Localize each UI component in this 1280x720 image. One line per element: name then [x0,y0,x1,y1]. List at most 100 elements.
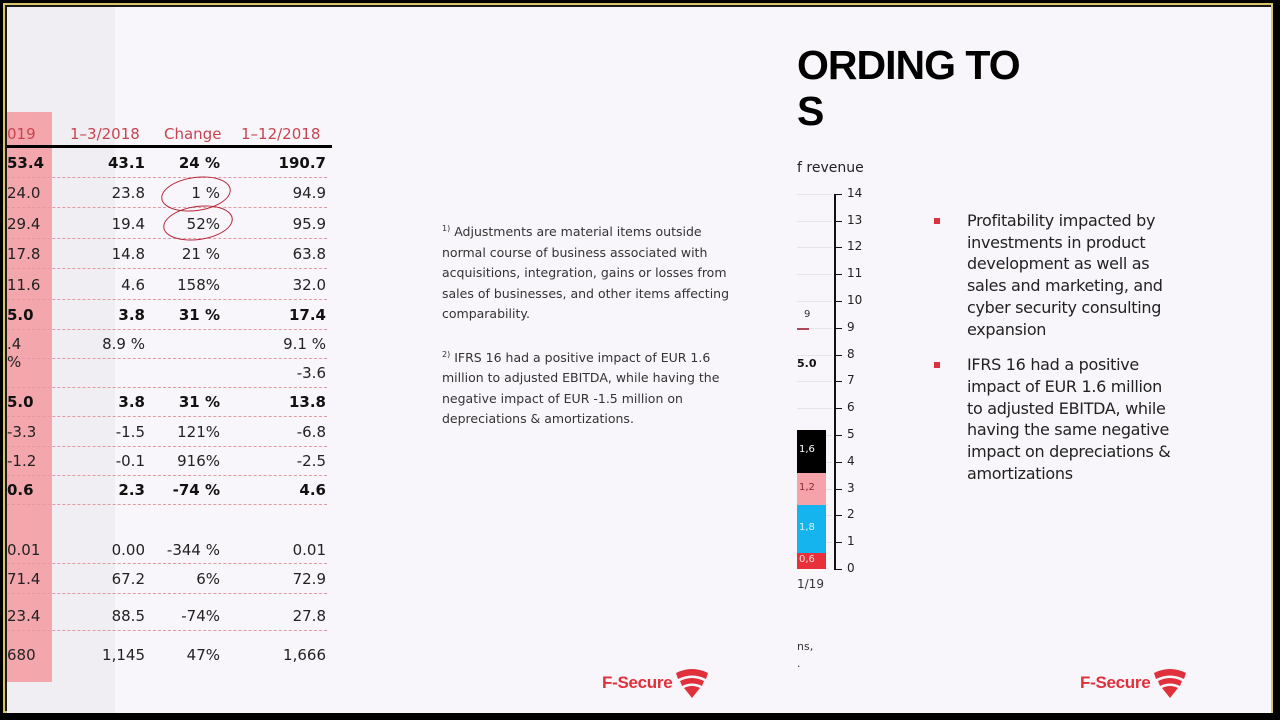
table-cell: 6% [196,570,220,588]
table-cell: 4.6 [121,276,145,294]
y-tick-label: 6 [847,400,855,414]
fsecure-logo-left: F-Secure [602,667,710,699]
table-cell: 2.3 [118,481,145,499]
table-cell: 67.2 [111,570,145,588]
y-tick [834,435,842,436]
table-cell: 0.01 [292,541,326,559]
y-tick-label: 14 [847,186,863,200]
y-tick-label: 3 [847,481,855,495]
table-cell: 29.4 [7,215,41,233]
bullet-square-icon [934,218,940,224]
table-cell: 5.0 [7,393,34,411]
bar-segment-black: 1,6 [797,429,826,473]
table-cell: 32.0 [292,276,326,294]
y-tick [834,489,842,490]
y-tick [834,355,842,356]
y-tick-label: 8 [847,347,855,361]
table-row: 29.4 19.4 52% 95.9 [7,209,327,239]
header-change: Change [164,125,222,143]
y-tick-label: 5 [847,427,855,441]
table-cell: 71.4 [7,570,41,588]
marker-label: 9 [804,309,811,320]
table-cell: 13.8 [288,393,326,411]
segment-label: 1,8 [799,521,815,533]
y-tick [834,381,842,382]
table-row: 0.6 2.3 -74 % 4.6 [7,475,327,505]
table-cell: 23.4 [7,607,41,625]
gridline [797,221,832,222]
marker-line [797,328,809,330]
table-cell: -1.5 [115,423,145,441]
bullet-text-2: IFRS 16 had a positive impact of EUR 1.6… [967,355,1171,483]
y-tick-label: 11 [847,266,863,280]
table-cell: -0.1 [115,452,145,470]
table-cell: 3.8 [118,306,145,324]
table-cell: -3.6 [296,364,326,382]
table-row: 23.4 88.5 -74% 27.8 [7,601,327,631]
table-cell: 47% [186,646,220,664]
bullet-text-1: Profitability impacted by investments in… [967,211,1163,339]
table-cell: 1,666 [283,646,326,664]
y-tick-label: 0 [847,561,855,575]
table-cell: 95.9 [292,215,326,233]
table-cell: 52% [186,215,220,233]
table-cell: 14.8 [111,245,145,263]
footnote-2-text: IFRS 16 had a positive impact of EUR 1.6… [442,349,720,427]
table-header: 019 1–3/2018 Change 1–12/2018 [7,115,332,153]
slide-title-line-2: S [797,88,824,134]
table-cell: 21 % [181,245,220,263]
bullet-square-icon [934,362,940,369]
table-cell: -2.5 [296,452,326,470]
table-cell: 190.7 [278,154,326,172]
table-cell: 0.6 [7,481,34,499]
table-cell: 4.6 [299,481,326,499]
gridline [797,408,832,409]
table-cell: 121% [177,423,220,441]
y-tick-label: 2 [847,507,855,521]
table-row: 5.0 3.8 31 % 13.8 [7,387,327,417]
table-cell: 24 % [178,154,220,172]
gridline [797,301,832,302]
table-cell: -74% [181,607,220,625]
bullet-item-1: Profitability impacted by investments in… [932,210,1182,340]
y-tick-label: 9 [847,320,855,334]
fsecure-shield-icon [1154,669,1187,698]
table-cell: 72.9 [292,570,326,588]
gridline [797,328,832,329]
y-tick [834,301,842,302]
table-row: 53.4 43.1 24 % 190.7 [7,148,327,178]
segment-label: 0,6 [799,553,815,565]
y-tick [834,462,842,463]
table-cell: -74 % [172,481,220,499]
chart-subtitle: f revenue [797,160,864,176]
brand-wordmark: F-Secure [602,673,673,692]
footnotes: 1) Adjustments are material items outsid… [442,219,732,450]
table-cell: 43.1 [107,154,145,172]
gridline [797,381,832,382]
table-cell: -3.3 [7,423,37,441]
table-cell: 19.4 [111,215,145,233]
table-row: 24.0 23.8 1 % 94.9 [7,178,327,208]
footnote-1-marker: 1) [442,224,451,233]
table-cell: 916% [177,452,220,470]
footnote-1: 1) Adjustments are material items outsid… [442,219,732,325]
y-tick [834,542,842,543]
y-tick [834,221,842,222]
y-tick [834,328,842,329]
table-cell: 24.0 [7,184,41,202]
table-cell: 27.8 [292,607,326,625]
footnote-2-marker: 2) [442,349,451,359]
header-fy-2018: 1–12/2018 [241,125,321,143]
y-tick [834,569,842,570]
table-cell: 31 % [178,393,220,411]
financial-table: 019 1–3/2018 Change 1–12/2018 [7,115,332,153]
header-rule [7,145,332,148]
table-row: 11.6 4.6 158% 32.0 [7,270,327,300]
table-row: -3.6 [7,358,327,388]
table-row: 17.8 14.8 21 % 63.8 [7,239,327,269]
bar-segment-red: 0,6 [797,552,826,569]
table-row: 680 1,145 47% 1,666 [7,640,327,669]
table-cell: 88.5 [111,607,145,625]
table-cell: 53.4 [7,154,45,172]
bullet-item-2: IFRS 16 had a positive impact of EUR 1.6… [932,354,1182,484]
